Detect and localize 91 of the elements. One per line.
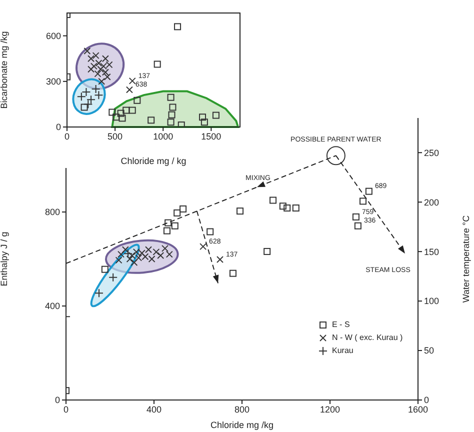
- point: [94, 288, 104, 298]
- y2-tick-label: 50: [424, 346, 434, 356]
- point: [178, 122, 185, 127]
- point: [154, 60, 161, 68]
- point: [171, 222, 178, 230]
- point: [168, 111, 176, 118]
- point: [80, 104, 88, 111]
- point: [108, 272, 118, 282]
- y2-tick-label: 200: [424, 197, 440, 208]
- point: [122, 246, 129, 254]
- point: [236, 208, 244, 215]
- point: [76, 92, 86, 102]
- point: [279, 202, 286, 210]
- point: [128, 77, 136, 84]
- point: [169, 104, 176, 111]
- y2-tick-label: 0: [424, 395, 430, 406]
- point: [102, 55, 109, 62]
- y2-axis-title: Water temperature °C: [461, 214, 472, 303]
- y-tick-label: 0: [54, 395, 60, 406]
- point: [264, 248, 271, 255]
- point: [157, 252, 164, 259]
- y2-tick-label: 250: [424, 148, 440, 158]
- x-tick-label: 1600: [408, 404, 428, 414]
- point: [174, 23, 182, 30]
- point: [200, 118, 208, 126]
- x-tick-label: 400: [146, 404, 162, 414]
- y2-tick-label: 100: [424, 296, 440, 306]
- point: [163, 227, 170, 234]
- x-tick-label: 800: [234, 404, 250, 414]
- point: [200, 243, 207, 250]
- point: [122, 106, 130, 114]
- x-tick-label: 500: [108, 131, 123, 142]
- y-tick-label: 400: [44, 301, 60, 312]
- point: [270, 196, 277, 204]
- x-axis-title: Chloride mg /kg: [210, 420, 274, 430]
- x-tick-label: 1500: [201, 131, 222, 142]
- point: [98, 78, 106, 85]
- point: [101, 266, 108, 273]
- point: [292, 204, 300, 212]
- y-axis-title: Bicarbonate mg /kg: [0, 31, 10, 109]
- point: [212, 112, 220, 119]
- point: [216, 256, 224, 263]
- point: [84, 100, 93, 109]
- y-tick-label: 800: [44, 207, 60, 218]
- point: [104, 73, 111, 80]
- point: [90, 62, 98, 70]
- point: [97, 66, 104, 73]
- x-tick-label: 0: [63, 404, 69, 414]
- point: [199, 114, 206, 121]
- point: [166, 250, 173, 258]
- x-axis-title: Chloride mg / kg: [120, 156, 186, 166]
- x-tick-label: 1200: [320, 404, 340, 414]
- point: [130, 259, 138, 266]
- point: [174, 209, 181, 216]
- point: [126, 86, 133, 94]
- point: [352, 213, 360, 220]
- point: [284, 204, 291, 212]
- legend-label: N - W ( exc. Kurau ): [332, 333, 404, 342]
- y-tick-label: 300: [46, 76, 61, 87]
- y-axis-title: Enthalpy J / g: [0, 232, 10, 286]
- point: [164, 219, 172, 226]
- x-tick-label: 0: [64, 131, 70, 142]
- point: [112, 114, 120, 121]
- point: [229, 270, 236, 277]
- point: [206, 228, 214, 236]
- point: [134, 96, 141, 104]
- point: [88, 55, 95, 62]
- point: [326, 146, 346, 166]
- point: [180, 205, 187, 212]
- point: [92, 52, 100, 60]
- point: [115, 256, 122, 264]
- point: [162, 244, 168, 252]
- point: [117, 110, 124, 117]
- point: [167, 94, 174, 101]
- y2-tick-label: 150: [424, 246, 440, 257]
- point: [88, 66, 95, 73]
- point: [360, 198, 366, 205]
- point: [84, 48, 91, 54]
- point: [108, 108, 116, 116]
- point: [167, 118, 174, 126]
- y-tick-label: 600: [46, 30, 61, 41]
- point: [148, 116, 155, 124]
- point: [354, 222, 362, 230]
- legend-label: E - S: [332, 320, 350, 330]
- x-tick-label: 1000: [153, 131, 174, 142]
- legend-label: Kurau: [332, 346, 354, 356]
- point: [128, 106, 136, 114]
- point: [95, 60, 102, 67]
- point: [118, 114, 126, 122]
- y-tick-label: 0: [56, 122, 61, 132]
- point: [365, 188, 372, 195]
